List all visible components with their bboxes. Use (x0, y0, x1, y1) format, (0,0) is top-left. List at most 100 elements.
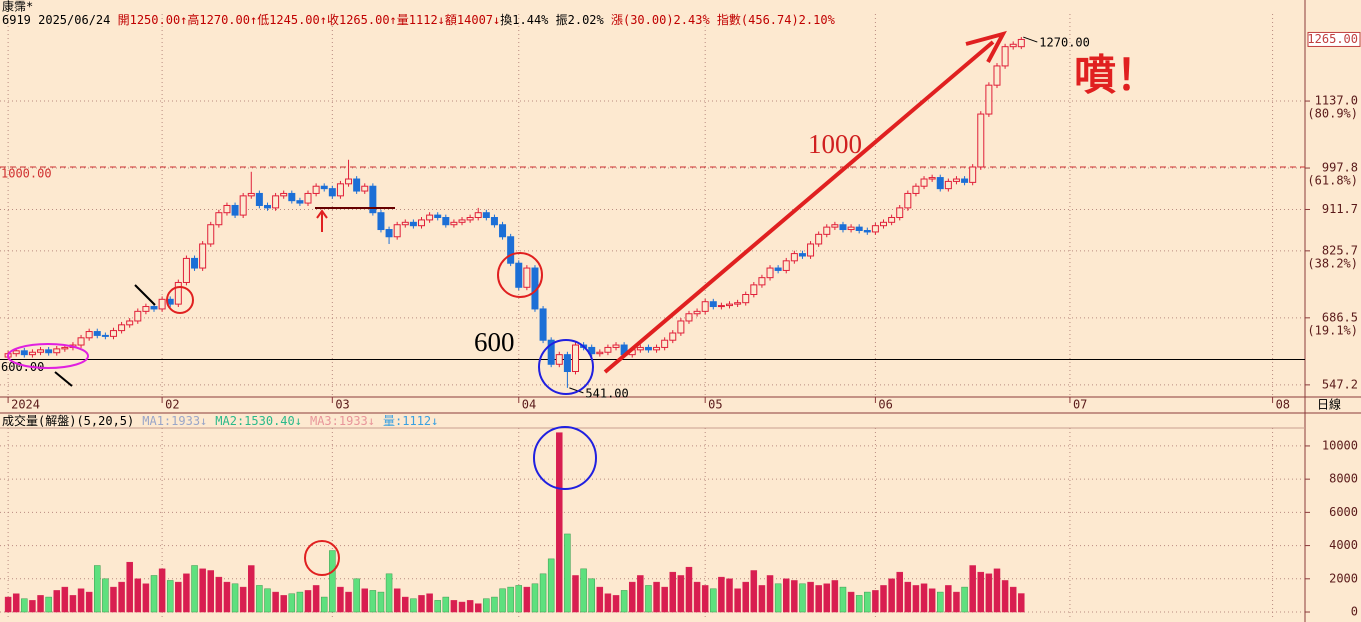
volume-bar (993, 568, 1001, 613)
candle-body (515, 262, 523, 288)
candle-body (45, 349, 53, 354)
candle-body (118, 324, 126, 332)
volume-bar (620, 590, 628, 613)
candle-body (726, 303, 734, 307)
volume-ma-label: 量:1112↓ (383, 414, 438, 428)
volume-bar (385, 573, 393, 613)
candle-body (1001, 46, 1009, 67)
volume-ma-label: MA1:1933↓ (142, 414, 207, 428)
candle-body (653, 346, 661, 351)
candle-body (993, 65, 1001, 86)
volume-bar (393, 588, 401, 613)
candle-body (255, 192, 263, 206)
volume-bar (239, 586, 247, 613)
volume-bar (734, 588, 741, 613)
candle-body (320, 185, 328, 190)
volume-bar (928, 588, 936, 613)
x-tick-label: 05 (708, 398, 722, 412)
candle-body (758, 277, 766, 286)
volume-bar (329, 550, 336, 613)
candle-body (977, 113, 985, 168)
candle-body (417, 219, 425, 227)
candle-body (693, 310, 701, 315)
candle-body (12, 350, 20, 355)
candle-body (863, 230, 871, 233)
y-tick-label: 1137.0 (1315, 94, 1358, 108)
candle-body (409, 221, 417, 227)
candle-body (661, 339, 669, 348)
candle-body (247, 192, 255, 197)
volume-bar (248, 565, 255, 613)
y-tick-label: 997.8 (1322, 161, 1358, 175)
volume-bar (69, 595, 77, 613)
x-tick-label: 07 (1073, 398, 1087, 412)
candle-body (28, 351, 36, 356)
candle-body (288, 192, 296, 202)
candle-body (174, 281, 182, 305)
candle-body (20, 350, 28, 356)
candle-body (920, 178, 928, 187)
candle-body (85, 331, 93, 339)
x-tick-label: 03 (335, 398, 349, 412)
candle-body (296, 200, 304, 204)
volume-bar (685, 566, 693, 613)
candle-body (766, 267, 774, 279)
volume-bar (936, 591, 944, 613)
candle-body (393, 224, 401, 238)
x-tick-label: 06 (878, 398, 892, 412)
volume-bar (815, 585, 822, 613)
candle-body (831, 224, 839, 228)
candle-body (912, 185, 920, 194)
volume-bar (742, 581, 749, 613)
volume-bar (215, 576, 223, 613)
candle-body (223, 204, 231, 214)
volume-bar (410, 598, 417, 613)
volume-bar (766, 575, 774, 613)
volume-bar (896, 571, 903, 613)
volume-bar (110, 586, 117, 613)
volume-bar (628, 581, 636, 613)
volume-bar (369, 590, 377, 613)
volume-bar (539, 573, 547, 613)
volume-bar (29, 600, 36, 613)
candle-body (239, 195, 247, 216)
candle-body (231, 204, 239, 216)
candle-body (612, 344, 620, 348)
candle-body (774, 267, 782, 271)
volume-bar (701, 585, 709, 613)
x-tick-label: 2024 (11, 398, 40, 412)
candle-body (685, 313, 693, 322)
volume-bar (183, 573, 190, 613)
volume-bar (912, 585, 920, 613)
stroke-marker (134, 284, 156, 306)
volume-bar (118, 581, 125, 613)
y-tick-label: 547.2 (1322, 377, 1358, 391)
y-tick-sublabel: (80.9%) (1307, 107, 1358, 121)
candle-body (345, 178, 353, 185)
candle-body (636, 346, 644, 351)
volume-bar (726, 578, 733, 613)
volume-ma-label: MA3:1933↓ (310, 414, 375, 428)
last-price-box (1307, 31, 1361, 47)
volume-bar (77, 588, 85, 613)
candle-body (547, 339, 555, 365)
volume-bar (847, 591, 855, 613)
candle-body (734, 302, 742, 305)
callout-line (1023, 36, 1038, 43)
candle-body (207, 224, 215, 245)
candle-body (644, 346, 652, 351)
volume-bar (377, 591, 385, 613)
volume-bar (596, 586, 604, 613)
candle-body (93, 331, 101, 336)
volume-bar (774, 583, 782, 613)
candle-body (280, 192, 288, 197)
volume-bar (450, 600, 458, 613)
volume-bar (94, 565, 101, 613)
y-tick-label: 686.5 (1322, 310, 1358, 324)
candle-body (604, 346, 612, 353)
candle-body (101, 334, 109, 337)
volume-bar (880, 585, 887, 613)
volume-bar (1009, 586, 1017, 613)
